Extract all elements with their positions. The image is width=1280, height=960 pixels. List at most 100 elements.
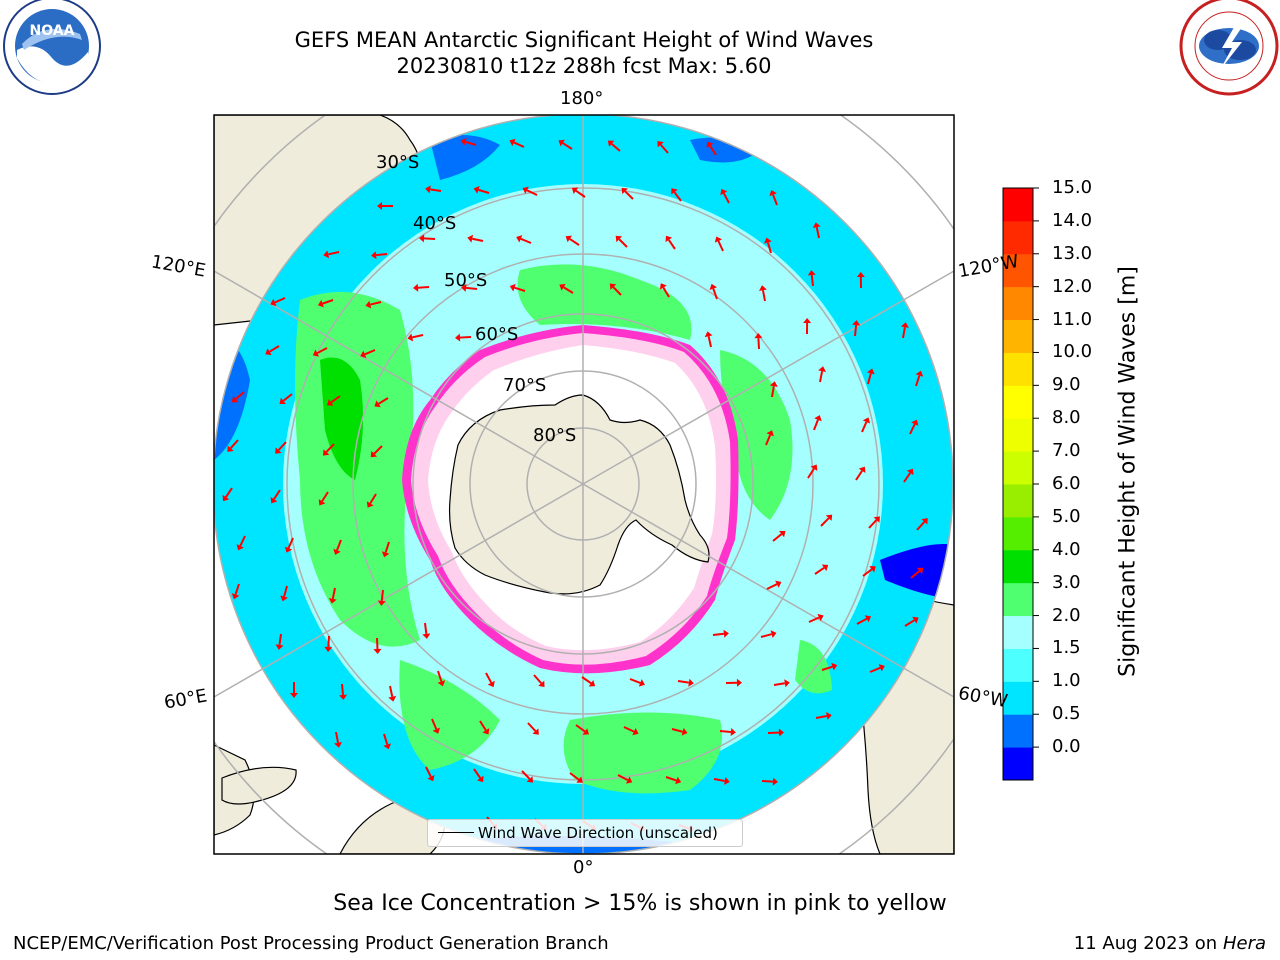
wind-wave-arrow-head	[759, 285, 767, 291]
wind-wave-arrow-head	[509, 283, 516, 292]
wind-wave-arrow-head	[222, 494, 230, 502]
wind-wave-arrow-head	[912, 616, 919, 624]
wind-wave-arrow	[520, 237, 532, 244]
wind-wave-arrow-head	[659, 283, 667, 290]
colorbar-tick-label: 0.5	[1052, 703, 1081, 725]
wind-wave-arrow	[677, 680, 690, 684]
wind-wave-arrow-head	[279, 397, 286, 404]
wind-wave-arrow-head	[571, 187, 579, 195]
wind-wave-arrow-head	[576, 776, 583, 783]
wind-wave-arrow-head	[427, 775, 435, 782]
colorbar-tick-label: 8.0	[1052, 407, 1081, 429]
wind-wave-arrow-head	[231, 396, 239, 403]
wind-wave-arrow-head	[866, 368, 875, 375]
wind-wave-arrow-head	[365, 300, 372, 309]
colorbar-segment	[1003, 188, 1033, 222]
wind-wave-arrow	[916, 521, 926, 531]
wind-wave-arrow	[707, 336, 712, 348]
wind-wave-arrow-head	[322, 449, 330, 456]
colorbar-segment	[1003, 714, 1033, 748]
wind-wave-arrow-head	[487, 680, 495, 688]
colorbar-tick-label: 12.0	[1052, 275, 1093, 297]
wind-wave-arrow-head	[769, 381, 778, 387]
wind-wave-arrow	[283, 585, 288, 597]
wind-wave-arrow-head	[270, 497, 278, 504]
wind-wave-arrow	[325, 443, 335, 453]
wind-wave-arrow	[766, 242, 772, 254]
wind-wave-arrow-head	[764, 237, 772, 244]
wind-wave-arrow-head	[381, 551, 390, 558]
wind-wave-arrow-head	[730, 728, 736, 737]
colorbar-tick-label: 9.0	[1052, 374, 1081, 396]
wind-wave-arrow-head	[419, 234, 425, 243]
wind-wave-arrow	[316, 347, 328, 354]
wind-wave-arrow-head	[377, 201, 383, 210]
wind-wave-arrow	[229, 439, 239, 449]
wind-wave-arrow	[761, 290, 766, 302]
colorbar-segment	[1003, 253, 1033, 288]
colorbar-tick-label: 3.0	[1052, 571, 1081, 593]
wind-wave-arrow	[364, 349, 376, 356]
wind-wave-arrow-head	[582, 728, 589, 735]
wind-wave-arrow-head	[388, 695, 397, 702]
wind-wave-arrow-head	[360, 350, 367, 358]
colorbar-tick-label: 11.0	[1052, 308, 1093, 330]
wind-wave-arrow-head	[374, 400, 381, 408]
wind-wave-arrow	[807, 468, 815, 479]
wind-wave-arrow-head	[476, 775, 484, 783]
wind-wave-arrow-head	[558, 139, 565, 147]
wind-wave-arrow-head	[339, 694, 348, 700]
wind-wave-arrow	[659, 144, 669, 154]
wind-wave-arrow	[269, 345, 280, 353]
wind-wave-arrow-head	[334, 742, 342, 748]
wind-wave-arrow	[815, 715, 827, 719]
nws-logo	[1179, 0, 1279, 96]
wind-wave-arrow-head	[723, 629, 729, 638]
wind-wave-arrow-head	[231, 593, 240, 600]
wind-wave-arrow-head	[915, 370, 924, 377]
wind-wave-arrow-head	[625, 776, 633, 784]
wind-wave-arrow-head	[681, 727, 688, 736]
wind-wave-arrow	[910, 570, 921, 579]
colorbar-segment	[1003, 747, 1033, 781]
colorbar-segment	[1003, 615, 1033, 649]
wind-wave-arrow	[424, 622, 428, 635]
wind-wave-arrow-head	[807, 270, 816, 276]
legend-line-swatch	[438, 832, 474, 833]
lat-label-70s: 70°S	[503, 375, 546, 396]
colorbar-tick-label: 2.0	[1052, 604, 1081, 626]
wind-wave-arrow-head	[227, 445, 234, 452]
wind-wave-arrow-head	[770, 630, 777, 639]
colorbar-segment	[1003, 582, 1033, 617]
wind-wave-arrow-head	[921, 518, 928, 525]
wind-wave-arrow	[327, 635, 330, 648]
wind-wave-arrow	[278, 633, 282, 646]
wind-wave-arrow	[868, 519, 878, 529]
wind-wave-arrow	[473, 768, 482, 779]
wind-wave-arrow	[575, 724, 586, 733]
colorbar-segment	[1003, 286, 1033, 321]
lat-label-40s: 40°S	[413, 213, 456, 234]
colorbar-tick-label: 13.0	[1052, 242, 1093, 264]
wind-wave-arrow-head	[821, 564, 829, 572]
wind-wave-arrow-head	[323, 250, 330, 259]
wind-wave-arrow-head	[706, 141, 714, 149]
wind-wave-arrow-head	[236, 544, 244, 551]
colorbar-segment	[1003, 418, 1033, 452]
wind-wave-arrow	[861, 421, 868, 433]
wind-wave-arrow	[383, 733, 389, 745]
wind-wave-arrow	[671, 728, 683, 733]
wind-wave-arrow	[330, 395, 341, 404]
wind-wave-arrow	[485, 672, 493, 684]
wind-wave-arrow	[712, 632, 725, 636]
wind-wave-arrow	[766, 583, 778, 590]
wind-wave-arrow	[328, 251, 340, 256]
map-title: GEFS MEAN Antarctic Significant Height o…	[294, 28, 874, 52]
wind-wave-arrow-head	[607, 140, 615, 147]
colorbar-tick-label: 15.0	[1052, 177, 1093, 198]
wind-wave-arrow	[384, 541, 390, 553]
wind-wave-arrow-head	[280, 595, 288, 602]
colorbar-segment	[1003, 385, 1033, 419]
wind-wave-arrow-head	[704, 331, 713, 338]
wind-wave-arrow	[757, 337, 760, 350]
